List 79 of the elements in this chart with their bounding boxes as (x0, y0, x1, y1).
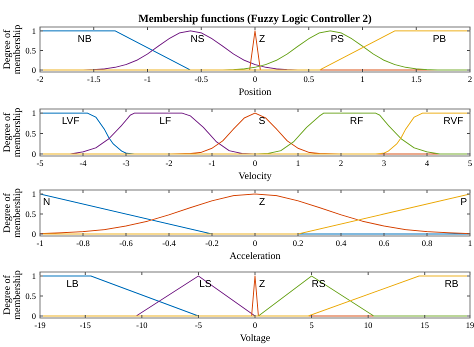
x-tick-label: 0.4 (336, 238, 348, 248)
y-tick-label: 1 (32, 271, 36, 281)
x-axis-title: Position (238, 87, 272, 98)
y-axis-title: Degree of membership (2, 188, 23, 238)
series-label: Z (258, 34, 266, 45)
x-tick-label: -1.5 (87, 74, 100, 84)
x-tick-label: -0.4 (162, 238, 176, 248)
x-tick-label: 19 (466, 320, 474, 330)
y-axis-title: Degree of membership (2, 270, 23, 320)
y-tick-label: 0 (32, 148, 36, 159)
x-tick-label: 0 (252, 158, 258, 168)
series-label: Z (258, 197, 266, 208)
x-tick-label: 0.8 (422, 238, 432, 248)
x-tick-label: 4 (424, 158, 430, 168)
series-label: LVF (62, 116, 80, 128)
x-axis-title: Acceleration (229, 251, 281, 262)
x-tick-label: 3 (382, 158, 386, 168)
x-tick-label: -1 (144, 74, 152, 84)
series-label: RS (312, 279, 326, 290)
series-label: RB (444, 279, 459, 290)
series-label: LB (66, 279, 79, 290)
y-tick-label: 0.5 (25, 45, 36, 56)
series-label: RF (350, 116, 364, 128)
x-tick-label: -0.8 (76, 238, 90, 248)
y-tick-label: 0 (32, 65, 36, 76)
x-tick-label: 0 (252, 238, 258, 248)
x-tick-label: -10 (136, 320, 148, 330)
series-label: PS (330, 34, 344, 45)
x-tick-label: 5 (309, 320, 314, 330)
x-axis-title: Voltage (240, 333, 271, 344)
x-axis-title: Velocity (238, 171, 272, 182)
x-tick-label: -3 (122, 158, 130, 168)
x-tick-label: -0.6 (119, 238, 133, 248)
series-label: PB (432, 34, 446, 45)
series-label: S (258, 116, 266, 128)
y-axis-title: Degree of membership (2, 108, 23, 158)
x-tick-label: 15 (420, 320, 429, 330)
y-tick-label: 1 (32, 108, 36, 118)
y-tick-label: 0 (32, 311, 36, 321)
x-tick-label: -19 (34, 320, 46, 330)
y-tick-label: 1 (32, 189, 36, 199)
series-label: NS (190, 34, 205, 45)
x-tick-label: 1 (468, 238, 472, 248)
x-tick-label: 0.5 (303, 74, 314, 84)
x-tick-label: -2 (36, 74, 44, 84)
series-label: RVF (443, 116, 464, 128)
x-tick-label: 0.6 (378, 238, 390, 248)
y-tick-label: 0 (32, 229, 36, 239)
x-tick-label: 5 (468, 158, 472, 168)
x-tick-label: -5 (36, 158, 44, 168)
y-tick-label: 0.5 (25, 209, 36, 219)
x-tick-label: -5 (194, 320, 202, 330)
x-tick-label: 0 (252, 320, 258, 330)
x-tick-label: 2 (468, 74, 472, 84)
x-tick-label: -15 (80, 320, 91, 330)
y-tick-label: 1 (32, 26, 36, 36)
x-tick-label: -1 (36, 238, 44, 248)
x-tick-label: 1.5 (410, 74, 422, 84)
chart-title: Membership functions (Fuzzy Logic Controller 2) (138, 13, 372, 25)
x-tick-label: -2 (165, 158, 173, 168)
x-tick-label: 2 (338, 158, 344, 168)
series-label: N (43, 197, 50, 208)
x-tick-label: -1 (208, 158, 216, 168)
x-tick-label: 1 (360, 74, 365, 84)
x-tick-label: -4 (79, 158, 88, 168)
series-label: P (460, 197, 468, 208)
x-tick-label: 0.2 (292, 238, 304, 248)
y-tick-label: 0.5 (25, 291, 36, 301)
y-axis-title: Degree of membership (2, 24, 23, 74)
x-tick-label: 1 (296, 158, 300, 168)
series-label: Z (258, 279, 266, 290)
x-tick-label: 0 (252, 74, 258, 84)
x-tick-label: 10 (364, 320, 372, 330)
y-tick-label: 0.5 (25, 128, 36, 139)
x-tick-label: -0.2 (205, 238, 219, 248)
series-label: LF (159, 116, 172, 128)
series-label: NB (78, 34, 92, 45)
x-tick-label: -0.5 (194, 74, 208, 84)
series-label: LS (199, 279, 212, 290)
